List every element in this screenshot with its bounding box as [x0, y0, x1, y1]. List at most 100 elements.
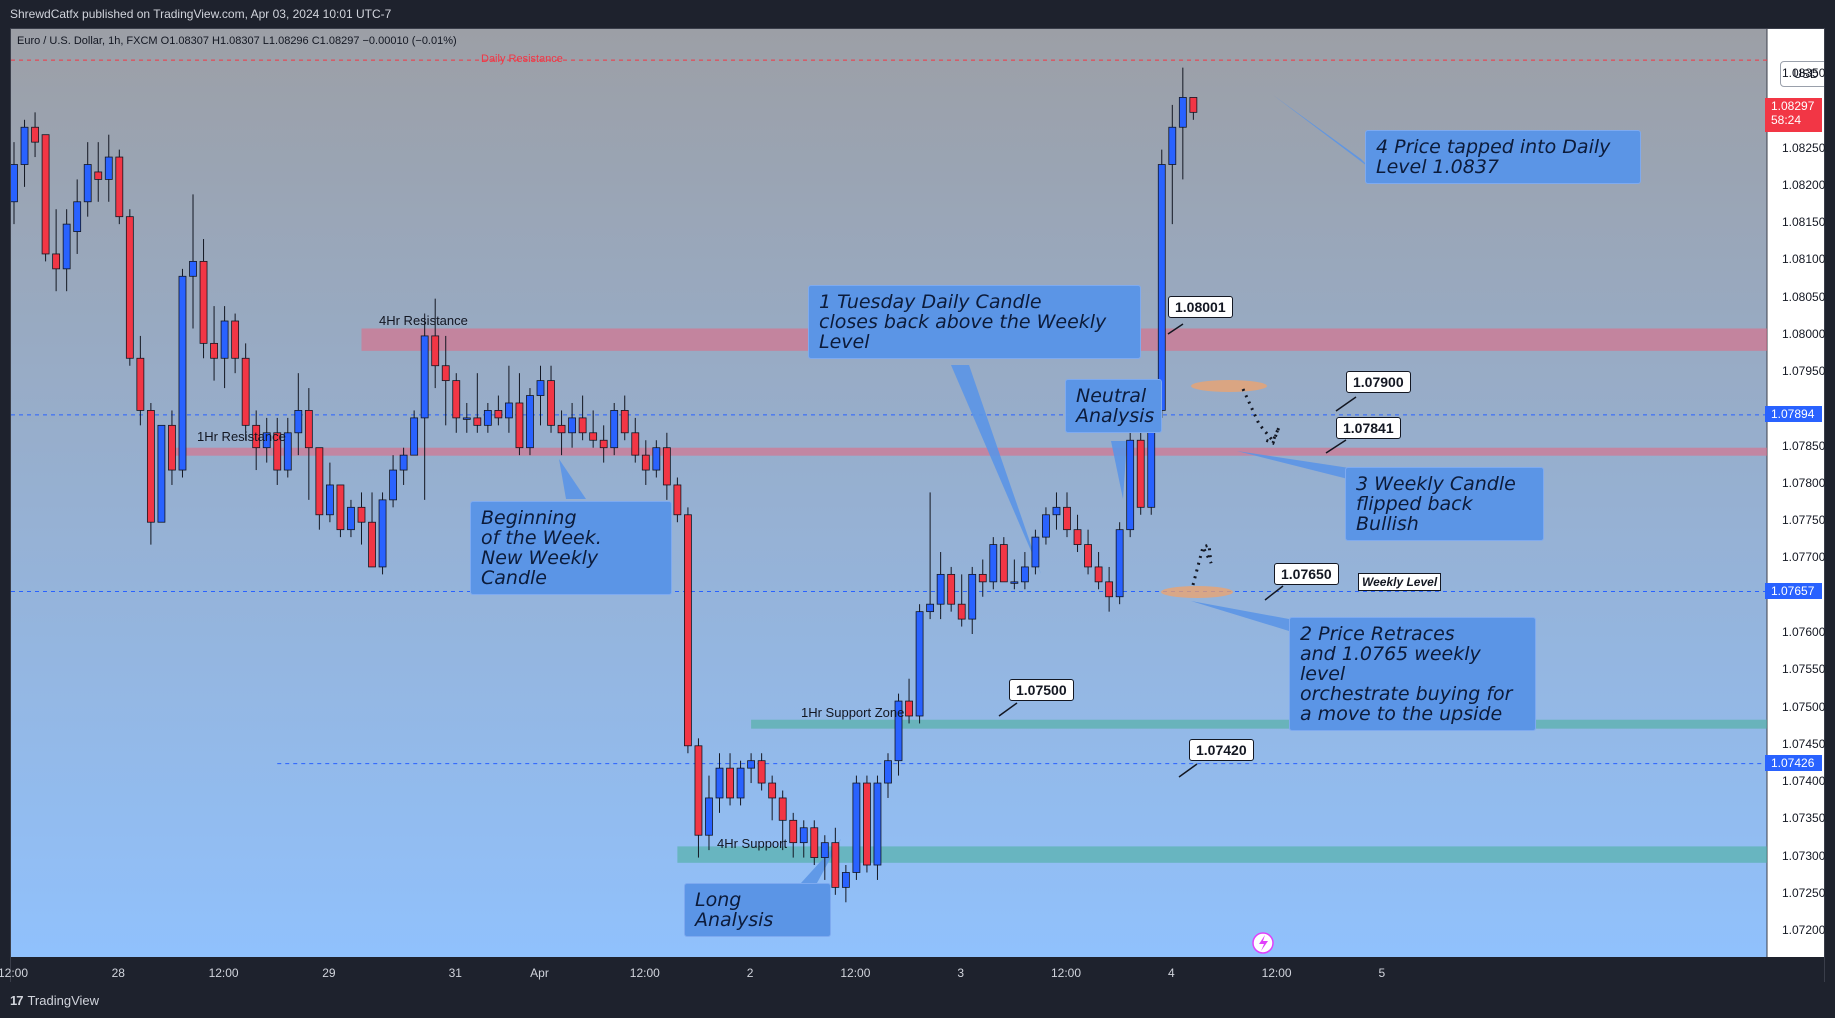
support-4h-label: 4Hr Support [717, 836, 788, 851]
candle-bull [104, 156, 113, 180]
candle-bull [526, 395, 534, 449]
y-tick-label: 1.07400 [1782, 774, 1826, 789]
x-tick-label: 12:00 [629, 966, 660, 980]
candle-bear [136, 357, 145, 411]
y-tick-label: 1.08250 [1782, 140, 1826, 155]
currency-button[interactable]: USD [1780, 61, 1824, 87]
candle-bull [420, 335, 429, 419]
candle-bear [315, 447, 324, 516]
y-tick-label: 1.07500 [1782, 699, 1826, 714]
callout-price-retraces: 2 Price Retraces and 1.0765 weekly level… [1289, 617, 1536, 731]
price-label-107500: 1.07500 [1009, 679, 1074, 701]
candle-bull [283, 432, 292, 471]
candle-bull [1031, 536, 1040, 568]
candle-bear [515, 402, 524, 449]
pointer-1 [951, 365, 1041, 574]
y-tick-label: 1.08350 [1782, 66, 1826, 81]
candle-bear [831, 842, 840, 888]
candle-bull [799, 827, 808, 844]
dotted-projection-up [1191, 542, 1213, 586]
candle-bull [178, 275, 187, 471]
candle-bear [999, 544, 1008, 583]
time-axis [11, 957, 1824, 983]
candle-bear [1084, 544, 1092, 568]
y-tick-label: 1.08000 [1782, 326, 1826, 341]
price-label-107650: 1.07650 [1274, 563, 1339, 585]
price-badge: 1.07894 [1765, 405, 1822, 422]
chart-area[interactable]: Euro / U.S. Dollar, 1h, FXCM O1.08307 H1… [10, 28, 1825, 984]
candle-bull [189, 260, 197, 277]
candle-bear [620, 410, 629, 434]
candle-bear [1063, 506, 1071, 531]
callout-beginning-of-week: Beginning of the Week. New Weekly Candle [470, 501, 672, 595]
candle-bull [1115, 529, 1124, 598]
highlight-ellipse-bottom [1161, 586, 1233, 598]
price-badge: 1.07426 [1765, 754, 1822, 771]
candle-bear [1189, 97, 1198, 113]
symbol-info: Euro / U.S. Dollar, 1h, FXCM O1.08307 H1… [17, 35, 457, 47]
candle-bull [747, 760, 755, 769]
candle-bull [873, 782, 882, 866]
callout-price-tapped: 4 Price tapped into Daily Level 1.0837 [1365, 130, 1641, 184]
candle-bear [631, 432, 640, 456]
candle-bear [662, 447, 671, 486]
price-label-108001: 1.08001 [1168, 296, 1233, 318]
candle-bull [936, 573, 945, 605]
candle-bull [1126, 439, 1135, 531]
candle-bear [768, 782, 777, 799]
pointer-line-107650 [1264, 585, 1284, 601]
current-price-countdown: 58:24 [1771, 113, 1802, 127]
weekly-level-tag: Weekly Level [1358, 573, 1442, 591]
y-tick-label: 1.07350 [1782, 811, 1826, 826]
candle-bull [652, 447, 661, 471]
pointer-line-107841 [1325, 439, 1347, 454]
candle-bull [11, 164, 18, 203]
y-tick-label: 1.08150 [1782, 215, 1826, 230]
x-tick-label: 12:00 [1050, 966, 1082, 980]
candle-bear [125, 216, 134, 359]
price-label-107420: 1.07420 [1189, 739, 1254, 761]
candle-bear [778, 797, 787, 821]
pointer-line-107900 [1335, 396, 1357, 412]
candle-bear [684, 514, 692, 747]
candle-bear [441, 365, 450, 382]
publisher-text: ShrewdCatfx published on TradingView.com… [10, 7, 392, 21]
candle-bull [715, 767, 724, 799]
y-tick-label: 1.07750 [1782, 513, 1826, 528]
candle-bull [610, 410, 619, 449]
pointer-line-107500 [998, 702, 1018, 717]
tradingview-logo-mark: 17 [10, 993, 24, 1008]
annotation-pointers [559, 95, 1371, 894]
candle-bear [252, 424, 261, 449]
candle-bear [905, 700, 913, 717]
tradingview-logo[interactable]: 17 TradingView [10, 993, 99, 1008]
candle-bull [20, 126, 29, 165]
candle-bear [1105, 581, 1114, 598]
candle-bull [1042, 514, 1050, 538]
publisher-bar: ShrewdCatfx published on TradingView.com… [0, 0, 1835, 28]
candle-bull [62, 223, 71, 270]
pointer-neutral [1111, 441, 1127, 499]
candle-bear [231, 320, 240, 359]
resistance-4h-label: 4Hr Resistance [379, 313, 468, 328]
candle-bear [599, 439, 608, 449]
candle-bull [915, 611, 924, 717]
pointer-beginning [559, 459, 586, 499]
candle-bear [810, 827, 819, 858]
highlight-ellipse-top [1191, 380, 1267, 392]
callout-weekly-candle-bullish: 3 Weekly Candle flipped back Bullish [1345, 467, 1544, 541]
candle-bull [378, 499, 387, 568]
candle-bear [41, 134, 50, 255]
candle-bull [926, 603, 935, 613]
candle-bear [146, 410, 155, 523]
flash-bolt [1259, 935, 1268, 951]
x-tick-label: 29 [322, 966, 336, 980]
price-label-107841: 1.07841 [1336, 417, 1401, 439]
candle-bull [220, 320, 229, 359]
candle-bear [431, 335, 440, 367]
price-axis [1767, 29, 1824, 983]
candle-bull [1168, 126, 1177, 165]
candle-bear [473, 417, 482, 426]
candle-bear [1094, 566, 1103, 583]
candle-bear [1073, 529, 1082, 545]
